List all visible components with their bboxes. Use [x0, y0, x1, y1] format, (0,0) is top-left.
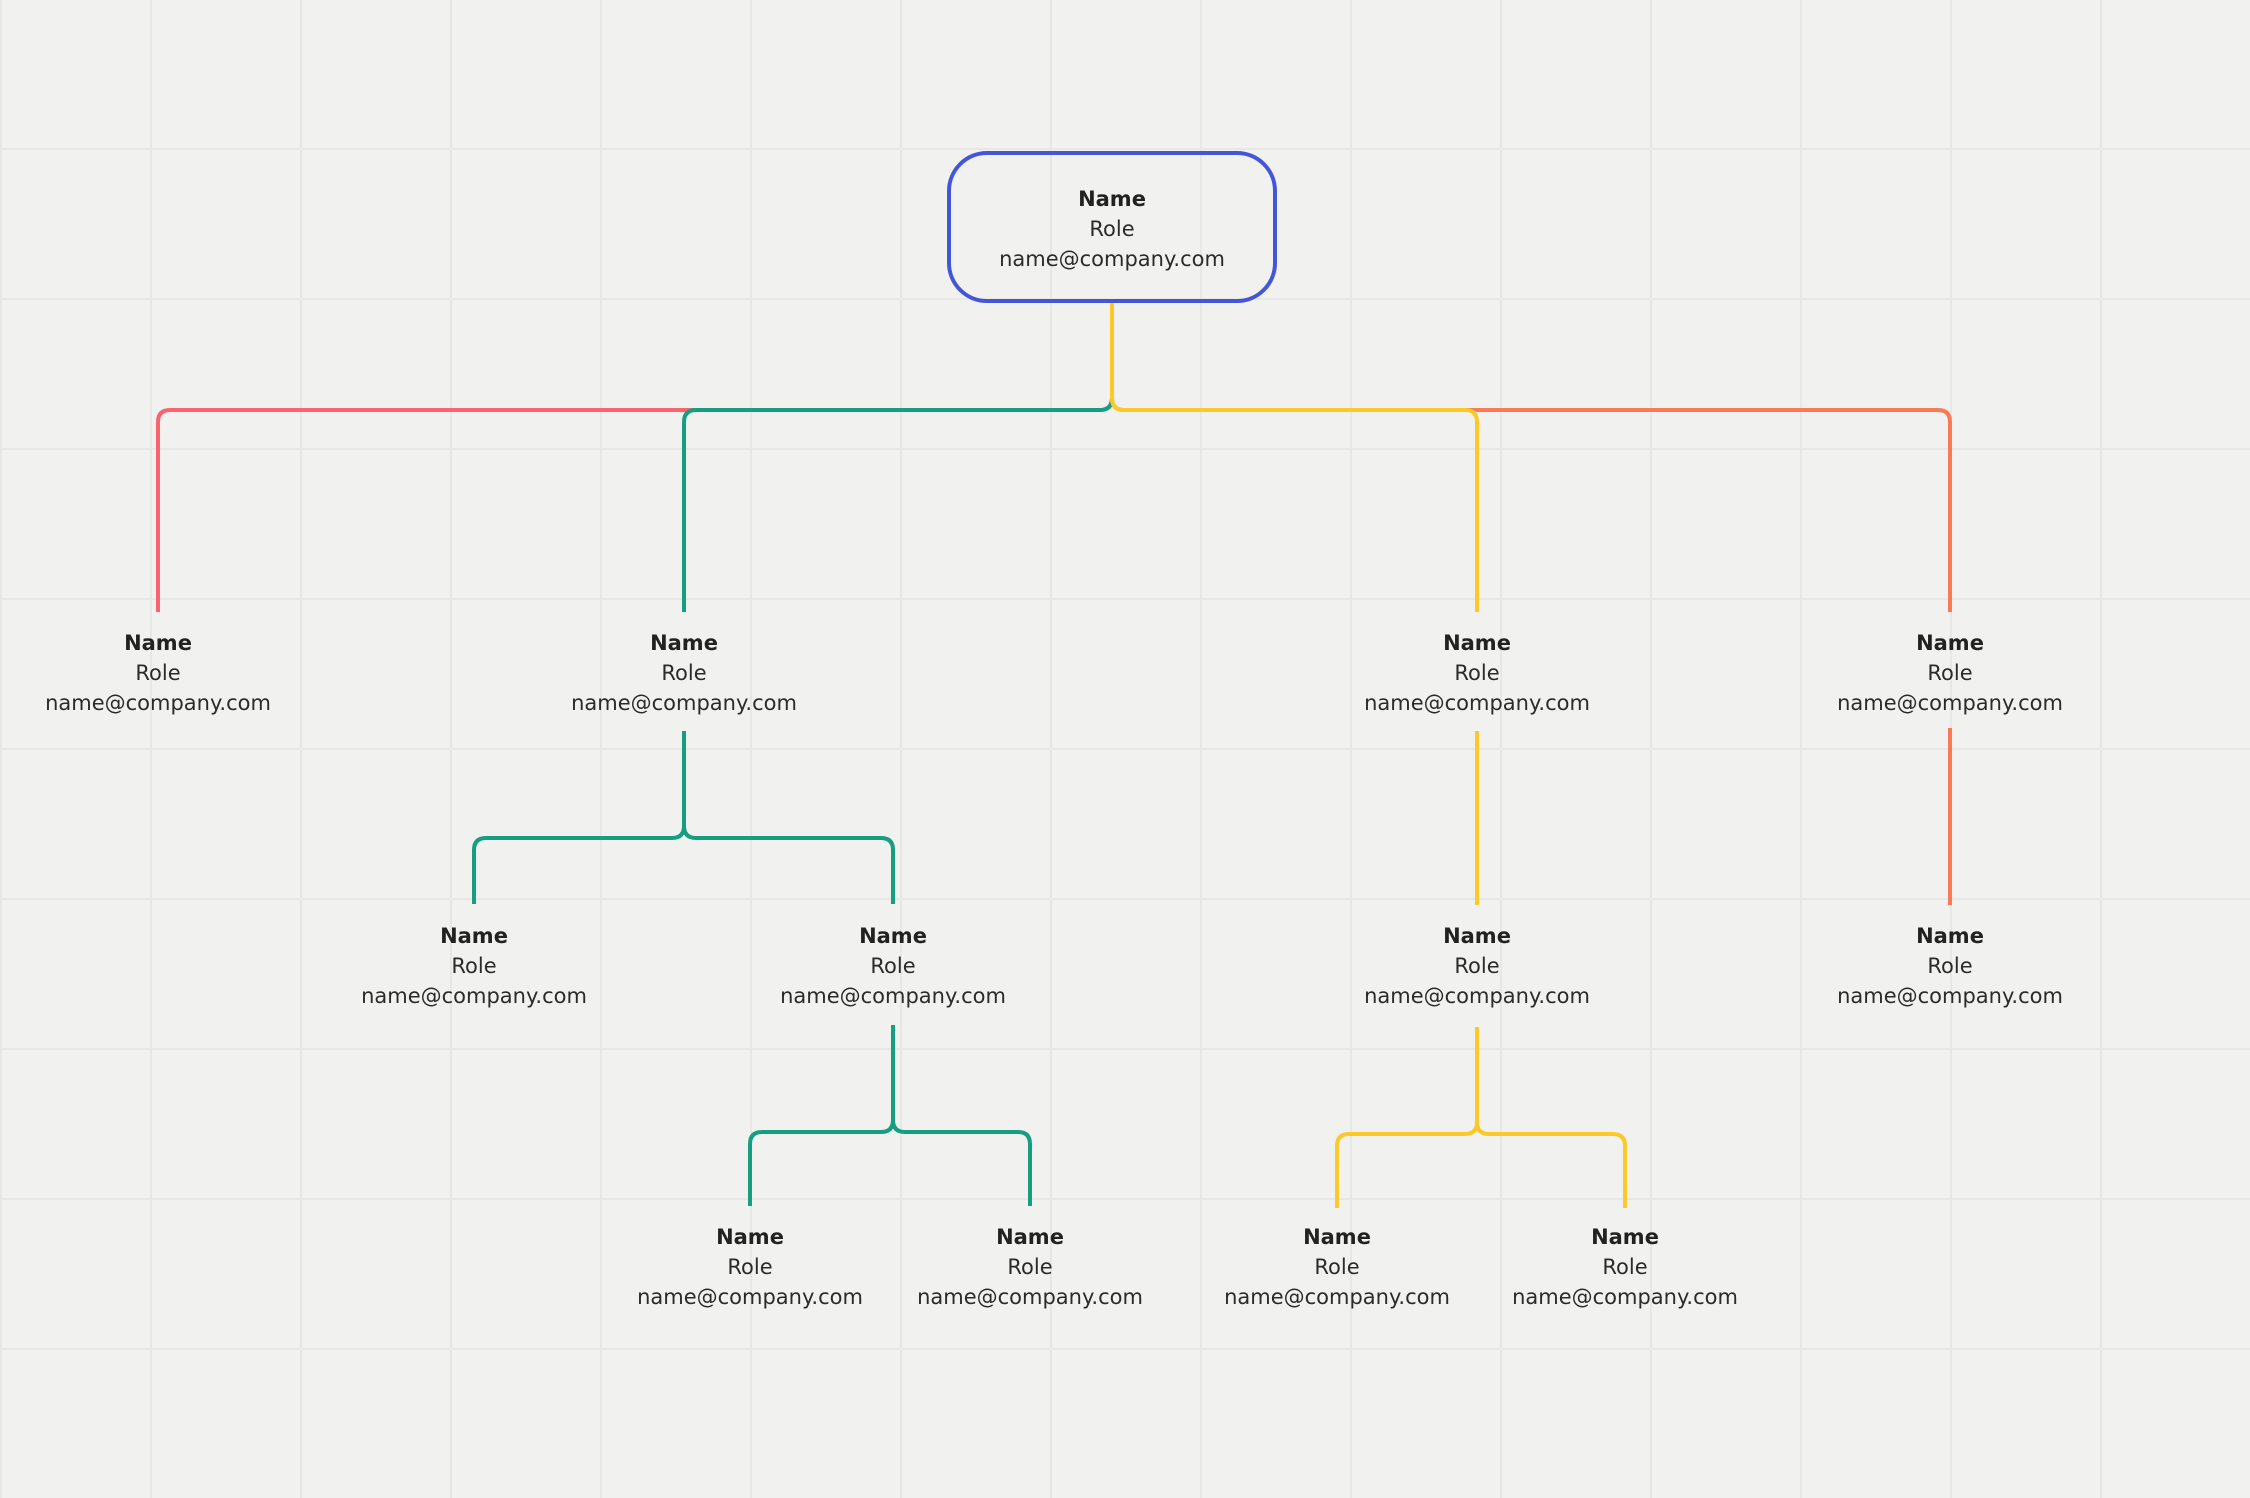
- node-name: Name: [1443, 924, 1511, 948]
- node-email: name@company.com: [1224, 1285, 1450, 1309]
- node-email: name@company.com: [637, 1285, 863, 1309]
- edge-l3-teal-b-to-l4-teal-a: [748, 1025, 895, 1206]
- node-name: Name: [1591, 1225, 1659, 1249]
- node-role: Role: [1927, 954, 1973, 978]
- edge-root-to-l2-teal: [682, 303, 1114, 612]
- edge-l3-yellow-to-l4-yellow-a: [1335, 1027, 1479, 1208]
- edge-root-to-l2-yellow: [1110, 303, 1479, 612]
- node-role: Role: [1927, 661, 1973, 685]
- org-node-l2-yellow[interactable]: Name Role name@company.com: [1364, 628, 1590, 718]
- node-role: Role: [451, 954, 497, 978]
- node-name: Name: [996, 1225, 1064, 1249]
- node-email: name@company.com: [917, 1285, 1143, 1309]
- node-role: Role: [1602, 1255, 1648, 1279]
- node-role: Role: [1454, 661, 1500, 685]
- node-name: Name: [1443, 631, 1511, 655]
- node-name: Name: [650, 631, 718, 655]
- org-node-l4-teal-b[interactable]: Name Role name@company.com: [917, 1222, 1143, 1312]
- edge-l3-yellow-to-l4-yellow-b: [1475, 1027, 1627, 1208]
- edge-l3-teal-b-to-l4-teal-b: [891, 1025, 1032, 1206]
- org-node-l4-yellow-a[interactable]: Name Role name@company.com: [1224, 1222, 1450, 1312]
- node-email: name@company.com: [571, 691, 797, 715]
- node-email: name@company.com: [1364, 691, 1590, 715]
- node-role: Role: [1454, 954, 1500, 978]
- org-node-l3-orange[interactable]: Name Role name@company.com: [1837, 921, 2063, 1011]
- node-email: name@company.com: [1837, 691, 2063, 715]
- org-node-l2-teal[interactable]: Name Role name@company.com: [571, 628, 797, 718]
- node-email: name@company.com: [999, 247, 1225, 271]
- org-node-l2-orange[interactable]: Name Role name@company.com: [1837, 628, 2063, 718]
- node-name: Name: [716, 1225, 784, 1249]
- node-email: name@company.com: [1512, 1285, 1738, 1309]
- root-node-box[interactable]: [947, 151, 1277, 303]
- node-role: Role: [727, 1255, 773, 1279]
- node-name: Name: [440, 924, 508, 948]
- node-role: Role: [1089, 217, 1135, 241]
- org-node-l3-teal-a[interactable]: Name Role name@company.com: [361, 921, 587, 1011]
- edge-l2-teal-to-l3-teal-a: [472, 731, 686, 904]
- node-name: Name: [1916, 631, 1984, 655]
- org-node-root[interactable]: Name Role name@company.com: [999, 184, 1225, 274]
- node-role: Role: [1314, 1255, 1360, 1279]
- node-email: name@company.com: [1837, 984, 2063, 1008]
- node-role: Role: [661, 661, 707, 685]
- node-email: name@company.com: [780, 984, 1006, 1008]
- node-name: Name: [1916, 924, 1984, 948]
- edge-root-to-l2-pink: [156, 303, 1114, 612]
- node-name: Name: [124, 631, 192, 655]
- org-node-l3-teal-b[interactable]: Name Role name@company.com: [780, 921, 1006, 1011]
- edge-root-to-l2-orange: [1110, 303, 1952, 612]
- node-email: name@company.com: [361, 984, 587, 1008]
- node-email: name@company.com: [1364, 984, 1590, 1008]
- edge-l2-teal-to-l3-teal-b: [682, 731, 895, 904]
- org-node-l4-yellow-b[interactable]: Name Role name@company.com: [1512, 1222, 1738, 1312]
- node-role: Role: [1007, 1255, 1053, 1279]
- node-role: Role: [135, 661, 181, 685]
- node-name: Name: [1303, 1225, 1371, 1249]
- org-node-l2-pink[interactable]: Name Role name@company.com: [45, 628, 271, 718]
- node-role: Role: [870, 954, 916, 978]
- org-node-l3-yellow[interactable]: Name Role name@company.com: [1364, 921, 1590, 1011]
- node-name: Name: [1078, 187, 1146, 211]
- node-email: name@company.com: [45, 691, 271, 715]
- node-name: Name: [859, 924, 927, 948]
- org-node-l4-teal-a[interactable]: Name Role name@company.com: [637, 1222, 863, 1312]
